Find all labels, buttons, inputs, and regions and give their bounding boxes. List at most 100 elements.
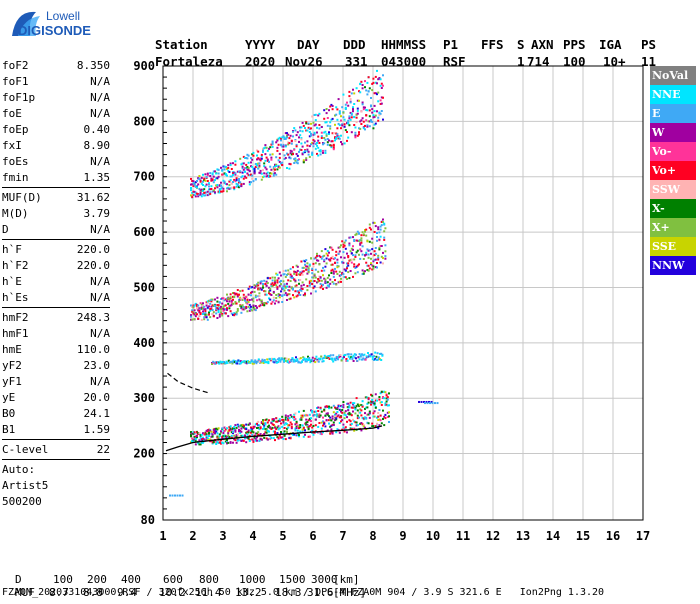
echo-dot: [353, 92, 356, 95]
echo-dot: [193, 431, 196, 434]
echo-dot: [271, 282, 274, 285]
echo-dot: [248, 422, 251, 425]
echo-dot: [359, 248, 362, 251]
param-value: 31.62: [76, 191, 110, 204]
echo-dot: [336, 258, 339, 261]
echo-dot: [376, 266, 378, 269]
echo-dot: [308, 131, 311, 133]
echo-dot: [286, 167, 288, 169]
echo-dot: [344, 239, 347, 242]
legend-entry-sse: SSE: [650, 237, 696, 256]
echo-dot: [360, 422, 363, 424]
echo-dot: [218, 191, 221, 194]
echo-dot: [215, 443, 218, 445]
echo-dot: [194, 437, 197, 440]
echo-dot: [212, 304, 215, 307]
echo-dot: [220, 305, 222, 308]
param-name: foF2: [2, 59, 29, 72]
echo-dot: [360, 241, 363, 244]
echo-dot: [190, 187, 192, 189]
echo-dot: [232, 427, 234, 430]
echo-dot: [233, 438, 236, 441]
echo-dot: [339, 354, 342, 356]
echo-dot: [239, 185, 242, 188]
echo-dot: [262, 169, 264, 172]
echo-dot: [250, 429, 252, 432]
echo-dot: [269, 277, 272, 280]
param-value: N/A: [90, 223, 110, 236]
echo-dot: [274, 279, 276, 282]
echo-dot: [362, 108, 365, 111]
echo-dot: [383, 238, 386, 241]
echo-dot: [240, 434, 243, 437]
echo-dot: [293, 127, 296, 130]
echo-dot: [336, 273, 339, 275]
echo-dot: [353, 124, 356, 126]
echo-dot: [345, 359, 348, 362]
echo-dot: [228, 426, 231, 429]
echo-dot: [342, 406, 345, 409]
echo-dot: [356, 403, 359, 406]
param-value: 24.1: [83, 407, 111, 420]
echo-dot: [426, 402, 429, 405]
echo-dot: [308, 263, 311, 266]
echo-dot: [367, 264, 370, 267]
echo-dot: [220, 187, 222, 190]
echo-dot: [324, 405, 327, 408]
echo-dot: [228, 184, 231, 187]
echo-dot: [382, 409, 384, 412]
echo-dot: [228, 307, 231, 310]
echo-dot: [242, 168, 245, 171]
echo-dot: [289, 421, 292, 424]
echo-dot: [269, 437, 272, 440]
echo-dot: [348, 117, 351, 120]
echo-dot: [366, 93, 369, 96]
echo-dot: [256, 439, 258, 442]
echo-dot: [199, 189, 202, 192]
echo-dot: [257, 288, 260, 291]
echo-dot: [205, 434, 208, 437]
echo-dot: [181, 494, 184, 497]
echo-dot: [250, 308, 252, 311]
echo-dot: [309, 361, 312, 364]
echo-dot: [327, 355, 330, 358]
echo-dot: [358, 253, 360, 256]
echo-dot: [258, 158, 261, 161]
echo-dot: [254, 296, 257, 299]
echo-dot: [208, 433, 210, 436]
param-value: 8.90: [83, 139, 111, 152]
echo-dot: [229, 310, 232, 313]
echo-dot: [307, 122, 310, 125]
echo-dot: [235, 441, 238, 444]
header-table: Station YYYY DAY DDD HHMMSS P1 FFS S AXN PPS IGA PS…: [155, 37, 656, 69]
echo-dot: [241, 167, 244, 170]
echo-dot: [196, 307, 198, 310]
echo-dot: [302, 151, 305, 154]
echo-dot: [288, 436, 291, 439]
echo-dot: [378, 398, 381, 401]
echo-dot: [269, 427, 272, 430]
echo-dot: [281, 164, 284, 166]
echo-dot: [264, 302, 267, 305]
param-row: yE 20.0: [2, 390, 110, 406]
echo-dot: [256, 284, 258, 287]
echo-dot: [323, 354, 326, 357]
echo-dot: [317, 259, 320, 262]
echo-dot: [295, 271, 298, 274]
echo-dot: [296, 131, 299, 134]
echo-dot: [289, 437, 292, 440]
echo-dot: [204, 185, 207, 188]
echo-dot: [298, 435, 300, 438]
echo-dot: [305, 122, 308, 125]
echo-dot: [235, 313, 238, 316]
echo-dot: [316, 252, 318, 255]
echo-dot: [382, 221, 384, 224]
echo-dot: [228, 429, 231, 432]
echo-dot: [326, 412, 329, 415]
echo-dot: [374, 351, 377, 354]
echo-dot: [220, 298, 222, 300]
echo-dot: [251, 434, 254, 436]
echo-dot: [316, 141, 318, 144]
echo-dot: [298, 434, 300, 436]
echo-dot: [329, 127, 332, 130]
